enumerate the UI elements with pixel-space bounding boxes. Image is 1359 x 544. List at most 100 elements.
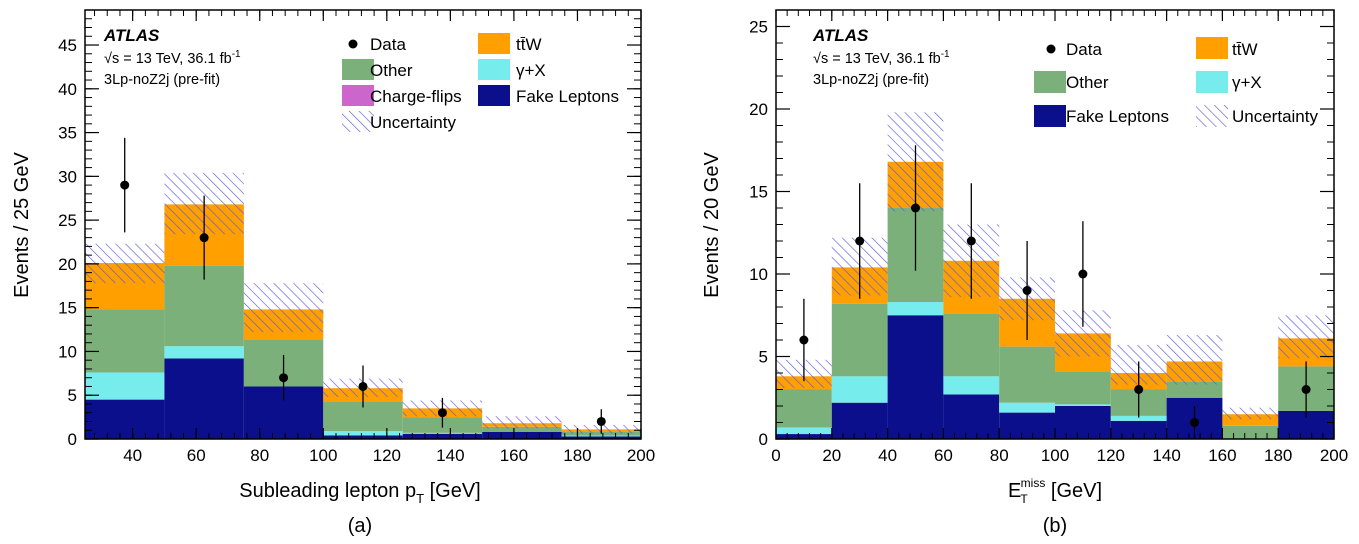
xlabel-b-sup: miss xyxy=(1021,476,1046,490)
bar-a-x xyxy=(561,435,641,437)
legend-b-data-marker xyxy=(1046,44,1056,54)
y-tick-label-b: 25 xyxy=(749,18,768,37)
x-tick-label-b: 0 xyxy=(771,446,780,465)
legend-a-gammax-swatch xyxy=(478,59,510,80)
bar-b-x xyxy=(831,376,888,403)
data-points-b xyxy=(799,145,1311,439)
xlabel-a-sub: T xyxy=(416,491,424,506)
y-tick-label-a: 40 xyxy=(58,80,77,99)
x-tick-label-a: 100 xyxy=(309,446,337,465)
energy-lumi-b: √s = 13 TeV, 36.1 fb-1 xyxy=(813,49,950,67)
bar-b-other xyxy=(831,303,888,377)
energy-lumi-a: √s = 13 TeV, 36.1 fb-1 xyxy=(104,49,241,67)
data-point-a xyxy=(358,381,368,391)
bar-a-fake-leptons xyxy=(85,399,165,439)
legend-a-gammax-label: γ+X xyxy=(516,61,546,80)
xlabel-a: Subleading lepton pT [GeV] xyxy=(239,480,480,506)
region-text-b: 3Lp-noZ2j (pre-fit) xyxy=(813,72,929,88)
bar-a-fake-leptons xyxy=(402,433,483,439)
y-tick-label-b: 0 xyxy=(759,430,768,449)
y-tick-label-a: 25 xyxy=(58,211,77,230)
x-tick-label-a: 120 xyxy=(373,446,401,465)
chart-b: 0 20 40 60 80 100 120 140 160 180 200 0 5 10 15 20 25 Da… xyxy=(701,9,1348,537)
x-tick-label-a: 200 xyxy=(627,446,655,465)
panel-label-a: (a) xyxy=(348,515,372,537)
bar-b-other xyxy=(943,313,1000,377)
bar-b-tt-w xyxy=(1222,414,1279,426)
legend-a-chargeflips-swatch xyxy=(342,85,374,106)
legend-b: Data tt̄W Other γ+X Fake Leptons Uncerta… xyxy=(1034,37,1318,127)
legend-a-data-label: Data xyxy=(370,35,406,54)
x-tick-label-b: 200 xyxy=(1320,446,1348,465)
lumi-sup-a: -1 xyxy=(232,49,241,60)
legend-a-ttw-label: tt̄W xyxy=(516,35,542,54)
energy-text-a: √s = 13 TeV, 36.1 fb xyxy=(104,51,232,67)
uncertainty-band-b xyxy=(1166,335,1223,385)
legend-a-chargeflips-label: Charge-flips xyxy=(370,87,462,106)
data-point-a xyxy=(279,373,289,383)
data-point-b xyxy=(1301,385,1311,394)
legend-a-unc-swatch xyxy=(342,111,374,132)
x-tick-label-b: 20 xyxy=(822,446,841,465)
legend-a-other-label: Other xyxy=(370,61,413,80)
uncertainty-band-a xyxy=(482,416,562,429)
region-text-a: 3Lp-noZ2j (pre-fit) xyxy=(104,72,220,88)
legend-b-gammax-swatch xyxy=(1196,71,1228,93)
data-point-b xyxy=(1190,418,1199,427)
legend-b-ttw-swatch xyxy=(1196,37,1228,59)
data-point-b xyxy=(1134,385,1144,394)
y-tick-label-a: 30 xyxy=(58,167,77,186)
bar-a-fake-leptons xyxy=(482,431,562,439)
y-tick-label-b: 20 xyxy=(749,100,768,119)
uncertainty-band-b xyxy=(1278,315,1334,359)
bar-b-fake-leptons xyxy=(776,434,832,439)
legend-b-other-label: Other xyxy=(1066,73,1109,92)
bar-a-other xyxy=(482,426,562,432)
ylabel-b: Events / 20 GeV xyxy=(701,152,723,298)
y-tick-label-a: 10 xyxy=(58,342,77,361)
x-tick-label-b: 140 xyxy=(1152,446,1180,465)
atlas-label-b: ATLAS xyxy=(812,26,869,45)
atlas-label-a: ATLAS xyxy=(103,26,160,45)
plot-frame-a xyxy=(84,9,642,440)
data-point-b xyxy=(911,203,920,213)
legend-b-data-label: Data xyxy=(1066,40,1102,59)
lumi-sup-b: -1 xyxy=(941,49,950,60)
legend-b-unc-label: Uncertainty xyxy=(1232,107,1318,126)
bar-b-fake-leptons xyxy=(887,315,944,439)
bar-a-x xyxy=(402,432,483,434)
bar-b-other xyxy=(1222,425,1279,439)
x-tick-label-b: 120 xyxy=(1097,446,1125,465)
data-point-b xyxy=(966,236,976,246)
bar-a-x xyxy=(323,431,403,436)
bar-a-fake-leptons xyxy=(561,436,641,439)
x-tick-label-b: 160 xyxy=(1208,446,1236,465)
legend-a-other-swatch xyxy=(342,59,374,80)
bar-b-x xyxy=(943,376,1000,395)
data-point-b xyxy=(1078,269,1088,279)
y-tick-label-a: 5 xyxy=(68,386,77,405)
data-point-b xyxy=(855,236,865,246)
bar-b-other xyxy=(1055,371,1111,405)
y-tick-label-a: 20 xyxy=(58,255,77,274)
y-tick-label-a: 35 xyxy=(58,124,77,143)
data-point-a xyxy=(120,180,130,190)
y-tick-label-b: 10 xyxy=(749,265,768,284)
axis-ticks-b: 0 20 40 60 80 100 120 140 160 180 200 0 5 10 15 20 25 xyxy=(749,9,1348,465)
x-tick-label-a: 140 xyxy=(436,446,464,465)
bar-b-other xyxy=(776,389,832,428)
x-tick-label-a: 180 xyxy=(563,446,591,465)
legend-a-fake-label: Fake Leptons xyxy=(516,87,619,106)
bar-b-x xyxy=(999,402,1055,413)
legend-b-fake-swatch xyxy=(1034,105,1066,127)
y-tick-label-a: 45 xyxy=(58,36,77,55)
bar-b-fake-leptons xyxy=(831,402,888,439)
bar-b-fake-leptons xyxy=(999,412,1055,439)
chart-a: 40 60 80 100 120 140 160 180 200 0 5 10 15 20 25 30 35 40… xyxy=(11,9,655,537)
bar-b-other xyxy=(999,346,1055,403)
bar-b-x xyxy=(1110,415,1167,421)
legend-a: Data tt̄W Other γ+X Charge-flips Fake Le… xyxy=(342,33,619,132)
y-tick-label-a: 0 xyxy=(68,430,77,449)
bar-b-fake-leptons xyxy=(943,394,1000,439)
